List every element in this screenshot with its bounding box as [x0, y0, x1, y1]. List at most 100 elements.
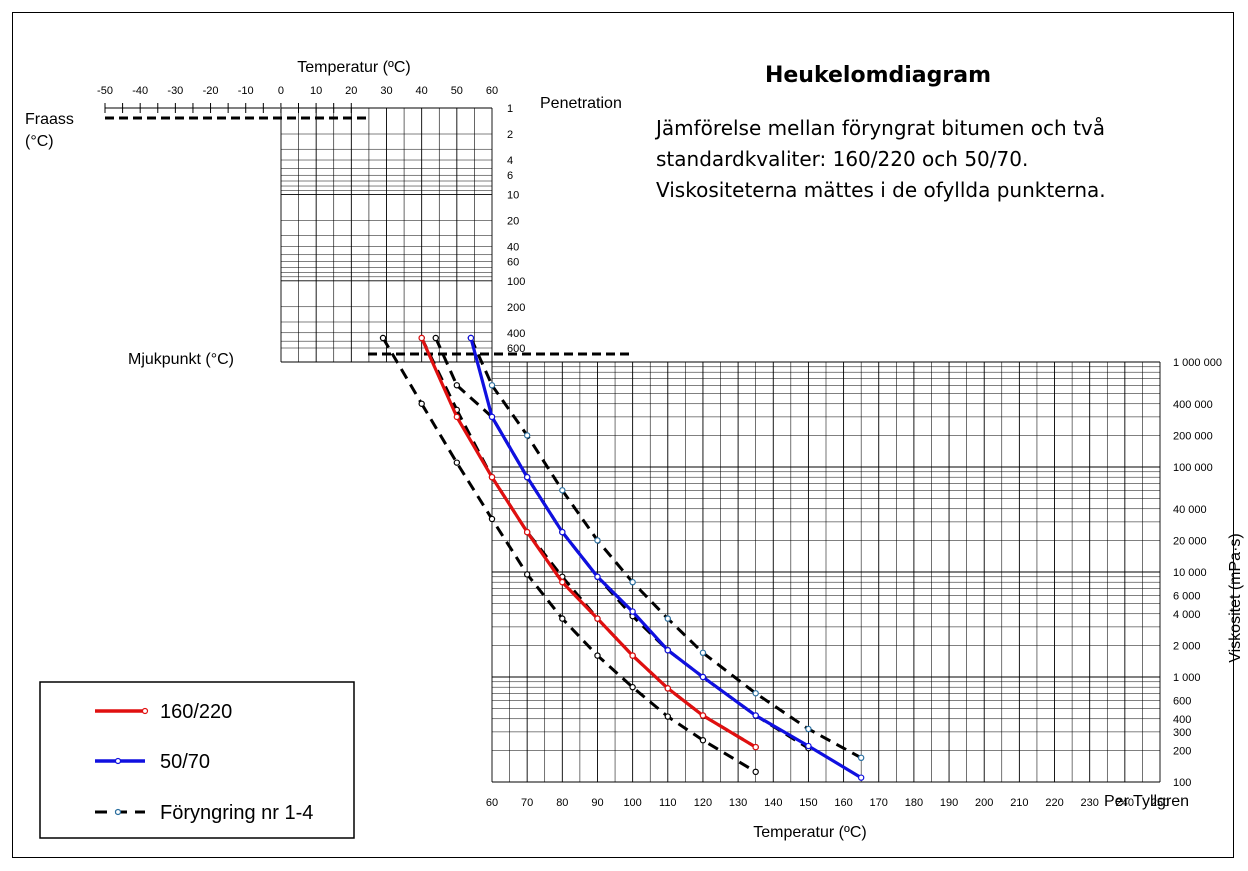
softening-label: Mjukpunkt (°C)	[128, 351, 234, 368]
top-axis-tick-label: 20	[345, 85, 357, 97]
x-axis-label: Temperatur (ºC)	[753, 824, 866, 841]
foryngring-line-1-point	[523, 571, 531, 578]
foryngring-line-1-point	[559, 615, 566, 622]
top-axis-tick-label: -30	[167, 85, 183, 97]
fraass-label-2: (°C)	[25, 133, 54, 150]
foryngring-line-4-point	[752, 690, 759, 697]
foryngring-line-4-point	[699, 649, 707, 657]
fraass-label-1: Fraass	[25, 111, 74, 128]
top-axis-tick-label: -20	[203, 85, 219, 97]
foryngring-line-4	[490, 384, 862, 760]
penetration-tick-label: 10	[507, 189, 519, 201]
chart-title: Heukelomdiagram	[765, 63, 991, 88]
x-tick-label: 210	[1010, 797, 1028, 809]
series-160-220-point	[699, 712, 707, 719]
series-50-70-softening-point	[467, 334, 475, 342]
subtitle-line-2: standardkvaliter: 160/220 och 50/70.	[656, 147, 1028, 171]
legend-box	[39, 681, 355, 839]
legend-label-foryngring: Föryngring nr 1-4	[160, 802, 313, 824]
series-50-70-point	[857, 774, 865, 781]
series-50-70-point	[805, 742, 812, 750]
y-tick-label: 10 000	[1173, 567, 1207, 579]
x-tick-label: 150	[799, 797, 817, 809]
x-tick-label: 120	[694, 797, 712, 809]
foryngring-line-1-point	[629, 683, 636, 691]
x-tick-label: 110	[659, 797, 677, 809]
series-50-70-point	[752, 712, 759, 719]
top-axis-label: Temperatur (ºC)	[297, 59, 410, 76]
top-axis-tick-label: -10	[238, 85, 254, 97]
foryngring-line-1-softening-segment	[381, 337, 423, 405]
foryngring-line-1-point	[664, 713, 671, 720]
main-grid	[281, 361, 1161, 783]
series-50-70-point	[559, 528, 566, 536]
legend-label-50-70: 50/70	[160, 751, 210, 773]
foryngring-line-1-point	[752, 768, 759, 776]
y-tick-label: 1 000 000	[1173, 357, 1222, 369]
foryngring-line-4-point	[857, 754, 865, 762]
series-160-220-point	[752, 743, 759, 751]
y-tick-label: 400 000	[1173, 399, 1213, 411]
x-tick-label: 100	[623, 797, 641, 809]
series-160-220-softening-point	[418, 334, 425, 342]
legend-label-160-220: 160/220	[160, 701, 232, 723]
penetration-tick-label: 600	[507, 343, 525, 355]
foryngring-line-4-point	[805, 725, 812, 733]
foryngring-line-4-point	[664, 615, 671, 622]
y-tick-label: 40 000	[1173, 504, 1207, 516]
subtitle-line-1: Jämförelse mellan föryngrat bitumen och …	[654, 116, 1105, 140]
y-tick-label: 100 000	[1173, 462, 1213, 474]
y-tick-label: 4 000	[1173, 609, 1201, 621]
x-tick-label: 90	[591, 797, 603, 809]
top-axis-tick-label: 10	[310, 85, 322, 97]
penetration-tick-label: 6	[507, 170, 513, 182]
x-tick-label: 80	[556, 797, 568, 809]
x-tick-label: 250	[1151, 797, 1169, 809]
x-tick-label: 160	[834, 797, 852, 809]
x-tick-label: 170	[870, 797, 888, 809]
top-grid	[104, 103, 632, 363]
series-160-220-point	[523, 528, 531, 536]
foryngring-line-3-point	[453, 382, 461, 389]
foryngring-line-3-softening-segment	[434, 337, 459, 386]
top-axis-tick-label: -40	[132, 85, 148, 97]
top-axis-tick-label: 60	[486, 85, 498, 97]
foryngring-line-1	[420, 403, 757, 774]
top-axis-tick-label: 30	[380, 85, 392, 97]
y-tick-label: 20 000	[1173, 535, 1207, 547]
x-tick-label: 140	[764, 797, 782, 809]
series-50-70-point	[594, 573, 601, 581]
series-160-220-point	[594, 615, 601, 622]
top-axis-tick-label: 40	[416, 85, 428, 97]
foryngring-line-2	[455, 409, 757, 749]
y-tick-label: 100	[1173, 777, 1191, 789]
series-160-220-point	[488, 473, 496, 481]
series-160-220-point	[453, 413, 461, 421]
series-50-70-softening-segment	[469, 337, 494, 418]
y-tick-label: 6 000	[1173, 590, 1201, 602]
subtitle-line-3: Viskositeterna mättes i de ofyllda punkt…	[656, 178, 1106, 202]
penetration-tick-label: 4	[507, 155, 513, 167]
y-tick-label: 600	[1173, 695, 1191, 707]
legend-marker-50-70	[114, 757, 122, 765]
top-axis-tick-label: 50	[451, 85, 463, 97]
series-160-220-point	[664, 685, 671, 692]
foryngring-line-4-point	[594, 537, 601, 544]
chart-frame	[12, 12, 1234, 858]
foryngring-line-1-point	[418, 400, 425, 407]
x-tick-label: 200	[975, 797, 993, 809]
x-tick-label: 190	[940, 797, 958, 809]
penetration-tick-label: 200	[507, 302, 525, 314]
legend-marker-foryngring	[114, 808, 122, 816]
series-50-70-point	[488, 413, 496, 421]
y-axis-label: Viskositet (mPa·s)	[1227, 533, 1244, 663]
series-layer	[379, 334, 865, 781]
x-tick-label: 180	[905, 797, 923, 809]
top-axis-tick-label: -50	[97, 85, 113, 97]
series-160-220-point	[629, 652, 636, 659]
x-tick-label: 60	[486, 797, 498, 809]
x-tick-label: 220	[1045, 797, 1063, 809]
foryngring-line-4-point	[559, 487, 566, 494]
foryngring-line-1-point	[699, 737, 707, 744]
